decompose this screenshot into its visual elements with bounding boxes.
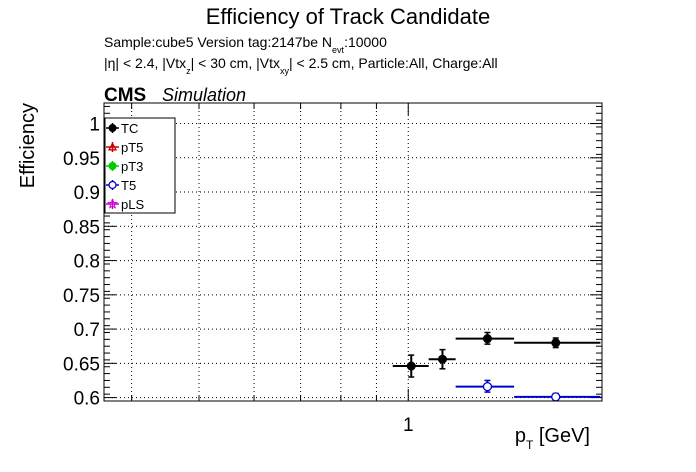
legend-label: T5: [121, 178, 136, 193]
y-tick-label: 0.65: [63, 354, 100, 375]
grid: [104, 103, 602, 401]
marker: [482, 381, 493, 392]
legend-entry-pt5: pT5: [106, 140, 143, 155]
data-layer: [392, 331, 601, 402]
data-point: [514, 337, 601, 349]
subtitle-1-tail: :10000: [344, 34, 387, 50]
data-point: [455, 331, 515, 345]
x-axis-label-unit: [GeV]: [533, 425, 590, 447]
legend-entry-pls: pLS: [106, 197, 144, 212]
series-tc: [392, 331, 601, 378]
legend: TC pT5 pT3 T5 pLS: [106, 121, 144, 212]
marker: [437, 354, 447, 364]
cms-label: CMS: [104, 85, 146, 106]
simulation-label: Simulation: [162, 85, 246, 105]
axis-ticks: [104, 103, 602, 402]
data-point: [428, 348, 456, 370]
y-tick-label: 0.7: [74, 320, 100, 341]
tick-labels: 1 0.6 0.65 0.7 0.75 0.8 0.85 0.9 0.95 1: [63, 115, 414, 436]
y-tick-label: 0.9: [74, 183, 100, 204]
legend-entry-tc: TC: [106, 121, 138, 136]
subtitle-line-2: |η| < 2.4, |Vtxz| < 30 cm, |Vtxxy| < 2.5…: [104, 55, 498, 76]
legend-marker: [108, 124, 117, 132]
legend-label: pLS: [121, 197, 144, 212]
legend-label: pT5: [121, 140, 143, 155]
x-tick-label: 1: [403, 415, 414, 436]
y-tick-label: 0.75: [63, 286, 100, 307]
y-tick-label: 0.6: [74, 389, 100, 410]
subtitle-2-sub-2: xy: [280, 66, 290, 76]
legend-marker: [106, 198, 119, 209]
legend-label: TC: [121, 121, 138, 136]
marker: [482, 334, 492, 344]
marker: [551, 392, 561, 402]
legend-marker: [108, 162, 117, 170]
legend-entry-pt3: pT3: [106, 159, 143, 174]
y-tick-label: 1: [89, 115, 100, 136]
data-point: [455, 379, 515, 393]
subtitle-2-sub-1: z: [186, 66, 191, 76]
data-point: [392, 354, 429, 378]
y-tick-label: 0.8: [74, 252, 100, 273]
y-tick-label: 0.85: [63, 217, 100, 238]
subtitle-2-part-3: | < 2.5 cm, Particle:All, Charge:All: [289, 55, 498, 71]
marker: [551, 338, 561, 348]
series-t5: [455, 379, 601, 402]
subtitle-2-part-2: | < 30 cm, |Vtx: [191, 55, 280, 71]
legend-entry-t5: T5: [106, 178, 136, 193]
x-axis-label-main: p: [515, 425, 526, 447]
x-axis-label: pT [GeV]: [515, 425, 590, 452]
data-point: [514, 392, 601, 402]
subtitle-line-1: Sample:cube5 Version tag:2147be Nevt:100…: [104, 34, 387, 55]
subtitle-2-part-1: |η| < 2.4, |Vtx: [104, 55, 186, 71]
legend-marker: [107, 142, 118, 151]
subtitle-1-subscript: evt: [332, 45, 345, 55]
marker: [406, 361, 416, 371]
plot-frame: [103, 102, 603, 402]
chart-title: Efficiency of Track Candidate: [206, 4, 491, 29]
legend-label: pT3: [121, 159, 143, 174]
x-axis-label-sub: T: [526, 438, 534, 452]
y-axis-label: Efficiency: [17, 103, 39, 188]
subtitle-1-text: Sample:cube5 Version tag:2147be N: [104, 34, 332, 50]
y-tick-label: 0.95: [63, 149, 100, 170]
legend-marker: [108, 180, 117, 190]
